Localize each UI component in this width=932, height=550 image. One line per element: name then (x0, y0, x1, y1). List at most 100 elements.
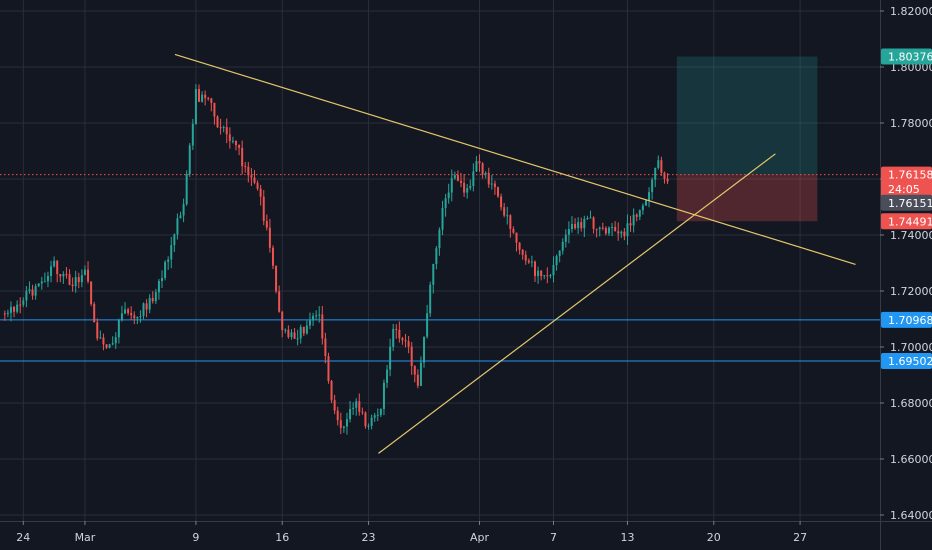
candle-body (234, 140, 237, 146)
candles (3, 84, 669, 435)
candle-body (540, 270, 543, 277)
candle-body (558, 250, 561, 257)
loss-zone[interactable] (676, 174, 818, 222)
candle-body (552, 265, 555, 276)
candle-body (281, 311, 284, 331)
candle-body (302, 326, 305, 334)
candle-body (500, 196, 503, 208)
candle-body (247, 166, 250, 176)
candle-body (28, 289, 31, 292)
candle-body (93, 304, 96, 323)
candle-body (580, 222, 583, 229)
x-tick-label: 24 (16, 531, 30, 544)
candle-body (204, 94, 207, 99)
candle-body (657, 160, 660, 168)
candle-body (654, 167, 657, 180)
candle-body (447, 192, 450, 199)
candle-body (148, 297, 151, 310)
candle-body (450, 178, 453, 193)
y-tick-label: 1.72000 (890, 285, 932, 298)
candle-body (404, 340, 407, 342)
candle-body (604, 227, 607, 234)
candle-body (629, 223, 632, 226)
candle-body (46, 275, 49, 282)
candle-body (231, 140, 234, 142)
candle-body (142, 303, 145, 317)
x-tick-label: 13 (620, 531, 634, 544)
time-axis[interactable] (0, 521, 932, 550)
candle-body (601, 227, 604, 229)
support-1-badge-bg (881, 311, 932, 328)
candle-body (194, 89, 197, 124)
candle-body (533, 261, 536, 277)
x-tick-label: 7 (550, 531, 557, 544)
candle-body (641, 205, 644, 211)
candle-body (299, 326, 302, 339)
trendlines[interactable] (174, 53, 856, 454)
candle-body (506, 215, 509, 217)
bid-badge-bg (881, 194, 932, 211)
candle-body (83, 269, 86, 276)
candle-body (426, 313, 429, 337)
candle-body (583, 218, 586, 229)
candle-body (512, 228, 515, 233)
candle-body (487, 172, 490, 185)
candle-body (275, 265, 278, 292)
candle-body (456, 175, 459, 181)
price-axis[interactable] (880, 0, 932, 550)
candle-body (651, 179, 654, 193)
x-tick-label: Apr (470, 531, 490, 544)
candle-body (413, 366, 416, 375)
candle-body (515, 232, 518, 243)
candle-body (40, 281, 43, 284)
candle-body (176, 218, 179, 235)
candle-body (392, 328, 395, 347)
candle-body (284, 329, 287, 331)
position-tool[interactable] (676, 56, 818, 222)
candle-body (225, 127, 228, 135)
ascending-support-trendline[interactable] (378, 153, 776, 454)
candle-body (53, 260, 56, 267)
candle-body (210, 98, 213, 103)
candle-body (318, 314, 321, 316)
candle-body (37, 283, 40, 287)
candle-body (74, 277, 77, 287)
y-tick-label: 1.68000 (890, 397, 932, 410)
candle-body (570, 223, 573, 230)
candle-body (617, 231, 620, 234)
candle-body (145, 303, 148, 310)
x-tick-label: 9 (192, 531, 199, 544)
candle-body (222, 127, 225, 129)
candle-body (19, 304, 22, 306)
support-2-badge: 1.69502 (888, 355, 932, 368)
descending-resistance-trendline[interactable] (174, 53, 856, 265)
candle-body (555, 256, 558, 266)
candle-body (595, 228, 598, 230)
candle-body (518, 242, 521, 250)
candle-body (484, 172, 487, 175)
candle-body (376, 414, 379, 416)
candle-body (139, 316, 142, 318)
candle-body (167, 259, 170, 262)
candle-body (271, 247, 274, 266)
candle-body (592, 217, 595, 229)
x-tick-label: 16 (275, 531, 289, 544)
candle-body (290, 332, 293, 338)
candle-body (478, 161, 481, 164)
candle-body (268, 227, 271, 248)
candle-body (663, 172, 666, 179)
candle-body (481, 163, 484, 175)
y-tick-label: 1.78000 (890, 117, 932, 130)
candle-body (114, 337, 117, 344)
candle-body (611, 227, 614, 229)
candle-body (201, 94, 204, 102)
candle-body (493, 183, 496, 188)
candle-body (521, 249, 524, 255)
candle-body (321, 314, 324, 339)
candle-body (598, 227, 601, 230)
candle-body (56, 260, 59, 274)
profit-zone[interactable] (676, 56, 818, 175)
candle-body (259, 188, 262, 197)
horizontal-lines[interactable] (0, 174, 880, 362)
